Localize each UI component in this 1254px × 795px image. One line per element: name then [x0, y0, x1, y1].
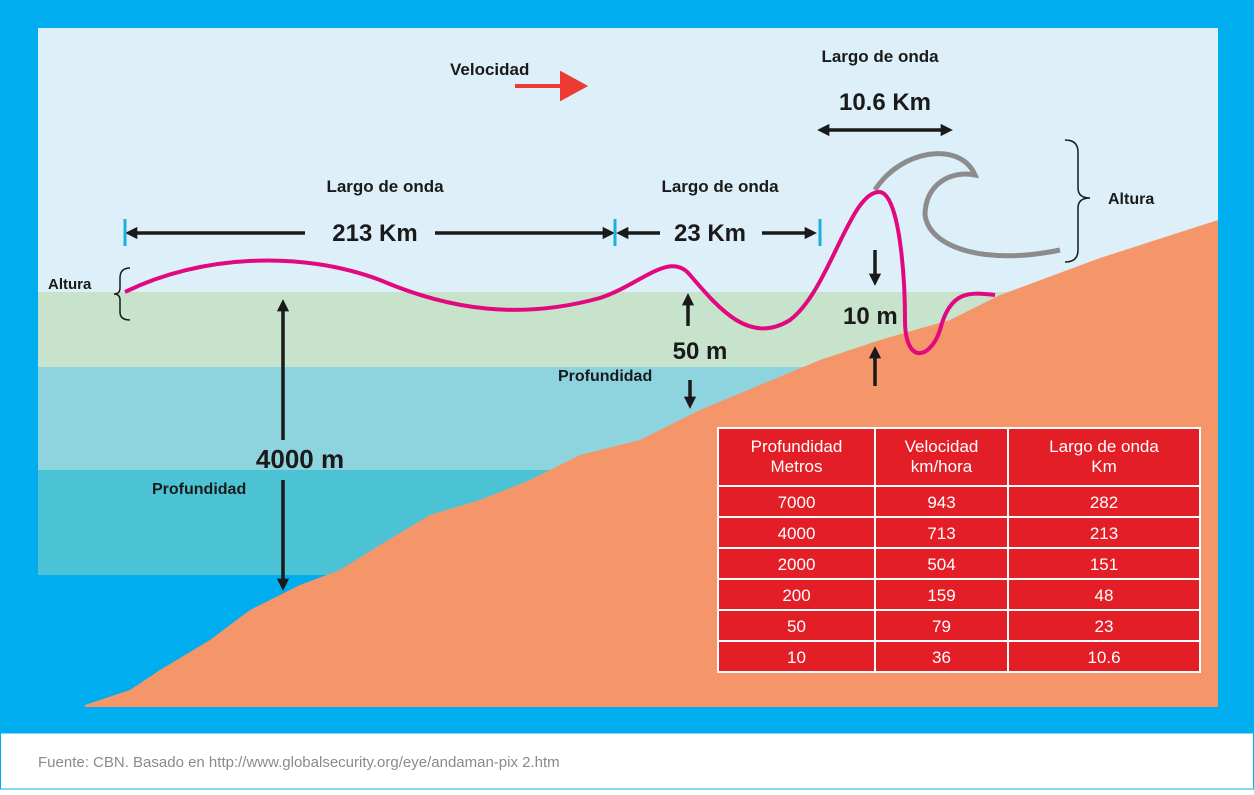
table-cell: 943 [927, 493, 955, 512]
depth-label: Profundidad [152, 481, 246, 498]
table-cell: 10.6 [1087, 648, 1120, 667]
depth-value: 4000 m [256, 444, 344, 474]
table-cell: 504 [927, 555, 955, 574]
table-cell: 151 [1090, 555, 1118, 574]
table-cell: 23 [1095, 617, 1114, 636]
table-header: Metros [771, 457, 823, 476]
table-cell: 282 [1090, 493, 1118, 512]
wavelength-label: Largo de onda [661, 177, 779, 196]
table-header: km/hora [911, 457, 973, 476]
table-cell: 7000 [778, 493, 816, 512]
table-header: Profundidad [751, 437, 843, 456]
wavelength-value: 23 Km [674, 220, 746, 247]
depth-label: Profundidad [558, 368, 652, 385]
table-cell: 713 [927, 524, 955, 543]
table-cell: 213 [1090, 524, 1118, 543]
wavelength-label: Largo de onda [326, 177, 444, 196]
wavelength-label: Largo de onda [821, 47, 939, 66]
table-header: Velocidad [905, 437, 979, 456]
table-cell: 50 [787, 617, 806, 636]
table-header: Largo de onda [1049, 437, 1159, 456]
table-cell: 10 [787, 648, 806, 667]
infographic: Velocidad Largo de onda 10.6 Km Largo de… [0, 0, 1254, 790]
depth-value: 50 m [673, 338, 728, 365]
wavelength-value: 10.6 Km [839, 89, 931, 116]
table-cell: 2000 [778, 555, 816, 574]
height-label: Altura [48, 276, 92, 293]
source: Fuente: CBN. Basado en http://www.global… [38, 754, 560, 771]
depth-value: 10 m [843, 303, 898, 330]
velocity-label: Velocidad [450, 60, 529, 79]
table-cell: 79 [932, 617, 951, 636]
table-header: Km [1091, 457, 1117, 476]
page: Velocidad Largo de onda 10.6 Km Largo de… [0, 0, 1254, 790]
table-cell: 36 [932, 648, 951, 667]
table-cell: 48 [1095, 586, 1114, 605]
table-cell: 200 [782, 586, 810, 605]
height-label: Altura [1108, 191, 1154, 208]
table-cell: 159 [927, 586, 955, 605]
wavelength-value: 213 Km [332, 220, 417, 247]
table-cell: 4000 [778, 524, 816, 543]
